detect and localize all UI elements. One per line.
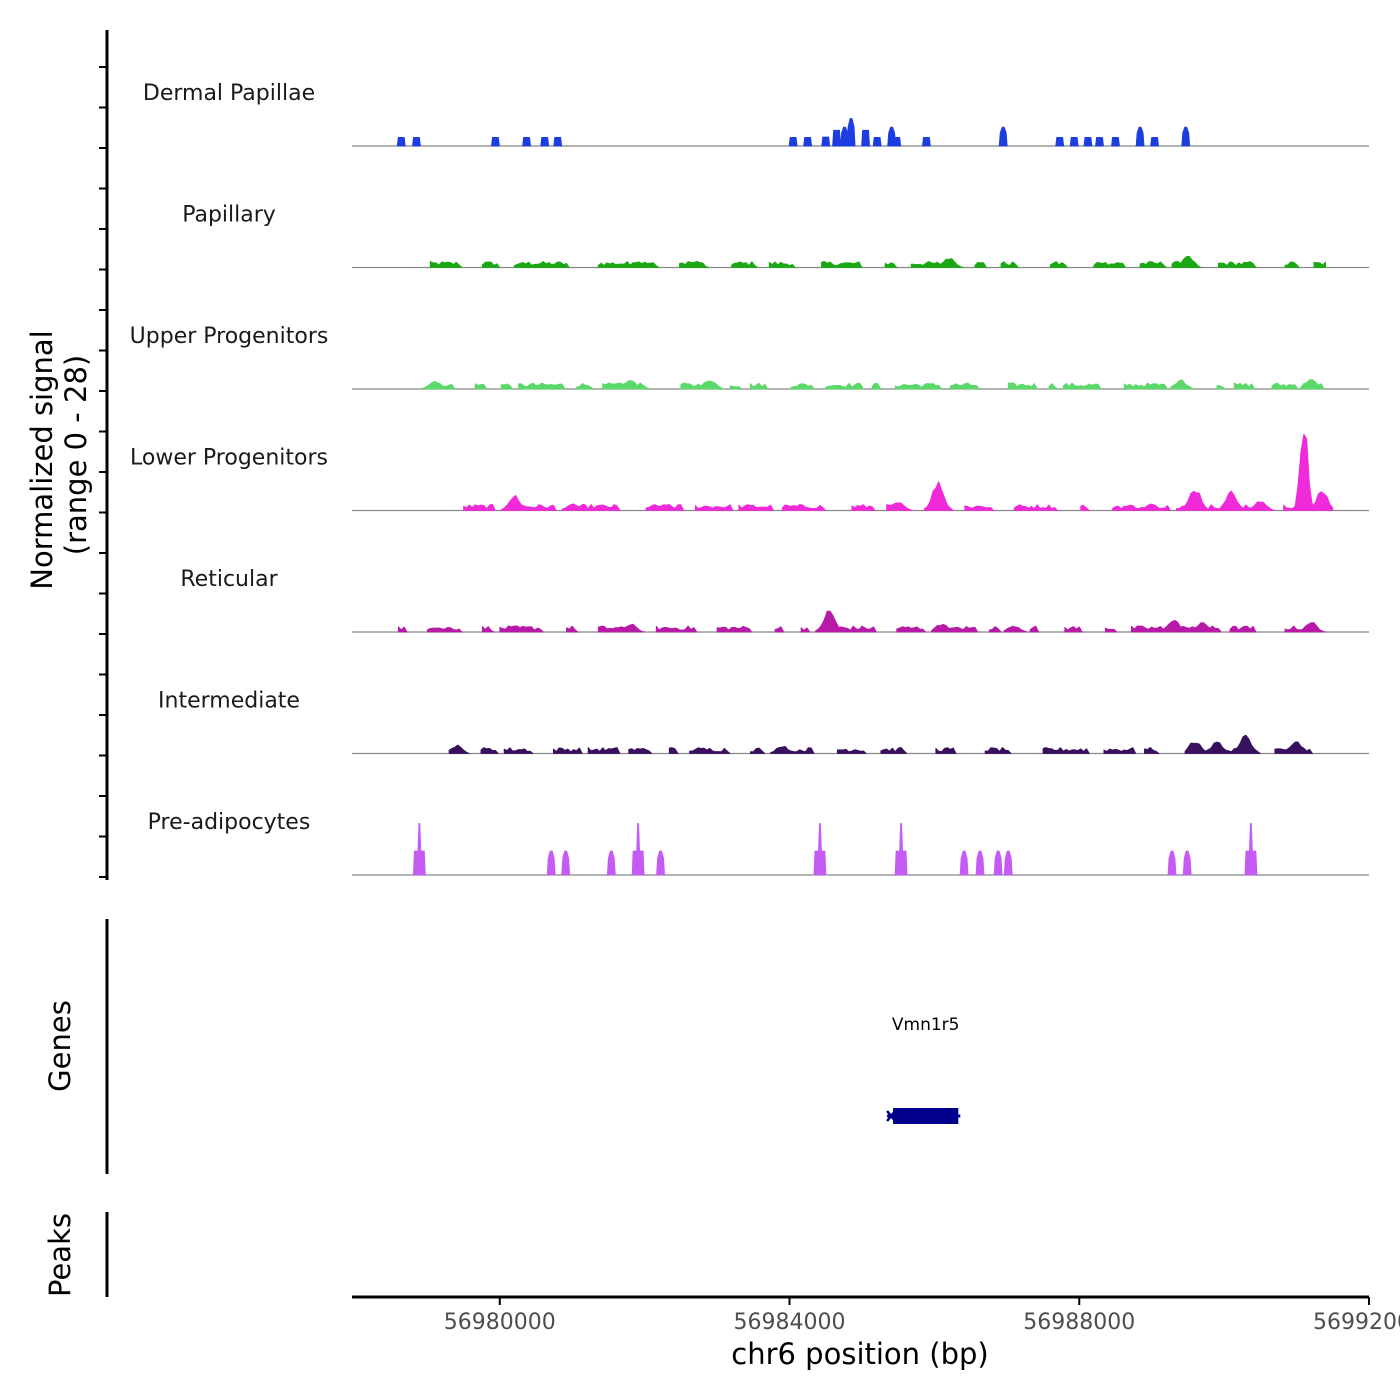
coverage-area	[463, 433, 1334, 511]
genes-track-label: Genes	[43, 1000, 77, 1092]
signal-axis-range-label: (range 0 - 28)	[59, 355, 93, 555]
track-papillary: Papillary	[182, 203, 1369, 269]
coverage-area	[396, 118, 1191, 147]
x-axis: 56980000 56984000 56988000 56992000	[352, 1295, 1400, 1335]
x-axis-tick-label: 56980000	[444, 1310, 556, 1335]
x-axis-tick-label: 56992000	[1313, 1310, 1400, 1335]
gene-strand-marker	[886, 1110, 897, 1122]
signal-axis-label: Normalized signal	[25, 330, 59, 589]
track-intermediate: Intermediate	[158, 689, 1369, 755]
track-upper-progenitors: Upper Progenitors	[130, 324, 1369, 390]
peaks-track-label: Peaks	[43, 1213, 77, 1297]
coverage-area	[412, 823, 1258, 876]
track-label: Intermediate	[158, 689, 300, 714]
coverage-area	[397, 610, 1326, 633]
coverage-tracks: Dermal Papillae Papillary Upper Progenitor…	[130, 81, 1369, 876]
x-axis-tick-label: 56984000	[734, 1310, 846, 1335]
coverage-area	[448, 734, 1313, 754]
track-label: Papillary	[182, 203, 276, 228]
gene-name-label: Vmn1r5	[892, 1015, 960, 1035]
coverage-area	[422, 379, 1325, 390]
coverage-area	[429, 255, 1326, 268]
x-axis-label: chr6 position (bp)	[731, 1337, 988, 1371]
signal-axis	[99, 30, 109, 880]
track-label: Upper Progenitors	[130, 324, 329, 349]
track-pre-adipocytes: Pre-adipocytes	[148, 810, 1369, 876]
track-lower-progenitors: Lower Progenitors	[130, 433, 1369, 512]
track-label: Dermal Papillae	[143, 81, 315, 106]
track-dermal-papillae: Dermal Papillae	[143, 81, 1369, 147]
genes-track: Vmn1r5	[886, 1015, 961, 1124]
track-label: Pre-adipocytes	[148, 810, 311, 835]
x-axis-tick-label: 56988000	[1023, 1310, 1135, 1335]
track-reticular: Reticular	[180, 567, 1369, 633]
track-label: Reticular	[180, 567, 278, 592]
track-label: Lower Progenitors	[130, 446, 328, 471]
